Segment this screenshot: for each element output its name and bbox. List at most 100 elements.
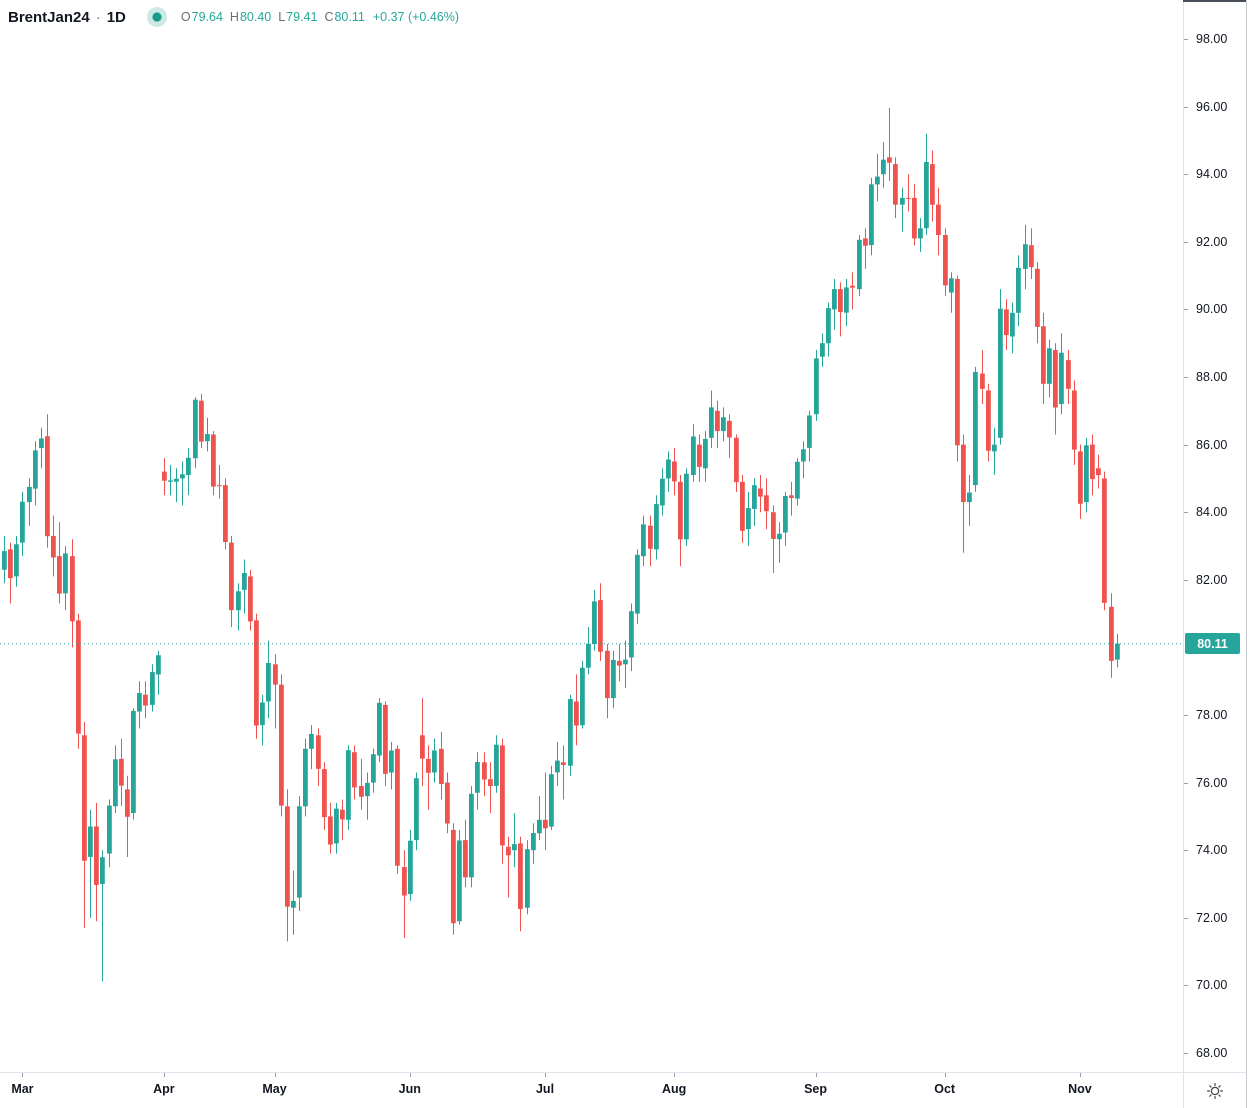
price-axis-label: 86.00 bbox=[1196, 437, 1228, 452]
candle-body bbox=[377, 702, 382, 756]
candle-body bbox=[432, 750, 437, 773]
price-axis-tick bbox=[1184, 1053, 1188, 1054]
candle-body bbox=[789, 495, 794, 498]
candle-body bbox=[617, 660, 622, 666]
price-axis-tick bbox=[1184, 850, 1188, 851]
candle-body bbox=[1010, 312, 1015, 337]
candle-body bbox=[906, 197, 911, 199]
candle-body bbox=[33, 450, 38, 489]
candle-body bbox=[943, 235, 948, 286]
candle-body bbox=[697, 444, 702, 467]
symbol-legend: BrentJan24 · 1D O 79.64 H 80.40 L 79.41 C 80.11… bbox=[8, 6, 459, 28]
candle-body bbox=[936, 204, 941, 235]
price-axis-tick bbox=[1184, 242, 1188, 243]
candle-body bbox=[998, 308, 1003, 438]
price-axis-label: 82.00 bbox=[1196, 572, 1228, 587]
candle-body bbox=[2, 551, 7, 570]
candle-body bbox=[94, 826, 99, 885]
last-price-label: 80.11 bbox=[1185, 633, 1240, 655]
price-axis-tick bbox=[1184, 39, 1188, 40]
candle-body bbox=[1096, 468, 1101, 476]
candle-body bbox=[980, 373, 985, 389]
interval-label[interactable]: 1D bbox=[106, 8, 126, 26]
candle-body bbox=[752, 485, 757, 509]
time-axis-tick bbox=[164, 1073, 165, 1077]
candle-body bbox=[475, 762, 480, 793]
time-axis-label: Mar bbox=[11, 1082, 34, 1096]
candle-body bbox=[850, 285, 855, 288]
candle-body bbox=[549, 774, 554, 827]
candle-body bbox=[186, 457, 191, 475]
candle-body bbox=[174, 478, 179, 482]
candle-body bbox=[592, 601, 597, 644]
candle-body bbox=[746, 508, 751, 530]
candle-body bbox=[758, 488, 763, 497]
candle-body bbox=[973, 371, 978, 486]
candle-body bbox=[402, 867, 407, 896]
price-axis-label: 98.00 bbox=[1196, 32, 1228, 46]
time-axis-label: Oct bbox=[934, 1082, 956, 1096]
candle-body bbox=[168, 480, 173, 482]
candle-body bbox=[678, 481, 683, 540]
price-axis-label: 84.00 bbox=[1196, 505, 1228, 520]
candle-body bbox=[795, 461, 800, 499]
ohlc-values: O 79.64 H 80.40 L 79.41 C 80.11 +0.37 (+0.46%) bbox=[181, 10, 459, 24]
price-axis-tick bbox=[1184, 377, 1188, 378]
price-axis-label: 94.00 bbox=[1196, 167, 1228, 182]
gear-icon bbox=[1207, 1082, 1223, 1099]
candle-body bbox=[771, 512, 776, 539]
candle-body bbox=[51, 535, 56, 558]
candle-body bbox=[469, 793, 474, 878]
candle-body bbox=[568, 699, 573, 766]
time-axis-label: Jul bbox=[535, 1082, 555, 1096]
candle-body bbox=[143, 694, 148, 706]
candle-body bbox=[518, 843, 523, 909]
candle-body bbox=[162, 471, 167, 481]
candle-body bbox=[297, 806, 302, 898]
candle-body bbox=[20, 501, 25, 543]
time-axis[interactable]: Mar Apr May Jun Jul Aug Sep Oct Nov bbox=[0, 1072, 1183, 1108]
candle-body bbox=[309, 733, 314, 749]
change-value: +0.37 (+0.46%) bbox=[372, 10, 460, 24]
candle-body bbox=[832, 289, 837, 310]
time-axis-tick bbox=[1080, 1073, 1081, 1077]
candle-body bbox=[986, 390, 991, 451]
price-axis-label: 92.00 bbox=[1196, 234, 1228, 249]
candle-body bbox=[1047, 348, 1052, 384]
close-label: C bbox=[324, 10, 334, 24]
symbol-title[interactable]: BrentJan24 bbox=[8, 8, 90, 26]
candle-body bbox=[924, 162, 929, 229]
price-axis[interactable]: 98.00 96.00 94.00 92.00 90.00 88.00 86.00 84.00… bbox=[1183, 0, 1246, 1072]
candle-body bbox=[328, 816, 333, 845]
candle-body bbox=[107, 805, 112, 854]
candlestick-chart[interactable] bbox=[0, 0, 1183, 1072]
price-axis-tick bbox=[1184, 512, 1188, 513]
candle-body bbox=[709, 407, 714, 438]
price-axis-label: 78.00 bbox=[1196, 708, 1228, 722]
candle-body bbox=[801, 449, 806, 462]
price-axis-tick bbox=[1184, 107, 1188, 108]
candle-body bbox=[193, 399, 198, 459]
candle-body bbox=[439, 748, 444, 784]
candle-body bbox=[352, 752, 357, 788]
candle-body bbox=[45, 436, 50, 537]
candle-body bbox=[838, 289, 843, 313]
candle-body bbox=[961, 444, 966, 503]
candle-body bbox=[574, 701, 579, 726]
candle-body bbox=[199, 400, 204, 442]
candle-body bbox=[211, 434, 216, 487]
candle-body bbox=[260, 702, 265, 726]
candle-body bbox=[248, 576, 253, 622]
time-axis-tick bbox=[275, 1073, 276, 1077]
candle-body bbox=[365, 782, 370, 797]
candle-body bbox=[1102, 478, 1107, 603]
candle-body bbox=[869, 184, 874, 246]
candle-body bbox=[605, 650, 610, 699]
candle-body bbox=[316, 735, 321, 769]
candle-body bbox=[949, 278, 954, 293]
candle-body bbox=[715, 410, 720, 432]
close-value: 80.11 bbox=[334, 10, 365, 24]
candle-body bbox=[383, 704, 388, 774]
candle-body bbox=[100, 857, 105, 884]
price-scale-settings-button[interactable] bbox=[1183, 1072, 1246, 1108]
